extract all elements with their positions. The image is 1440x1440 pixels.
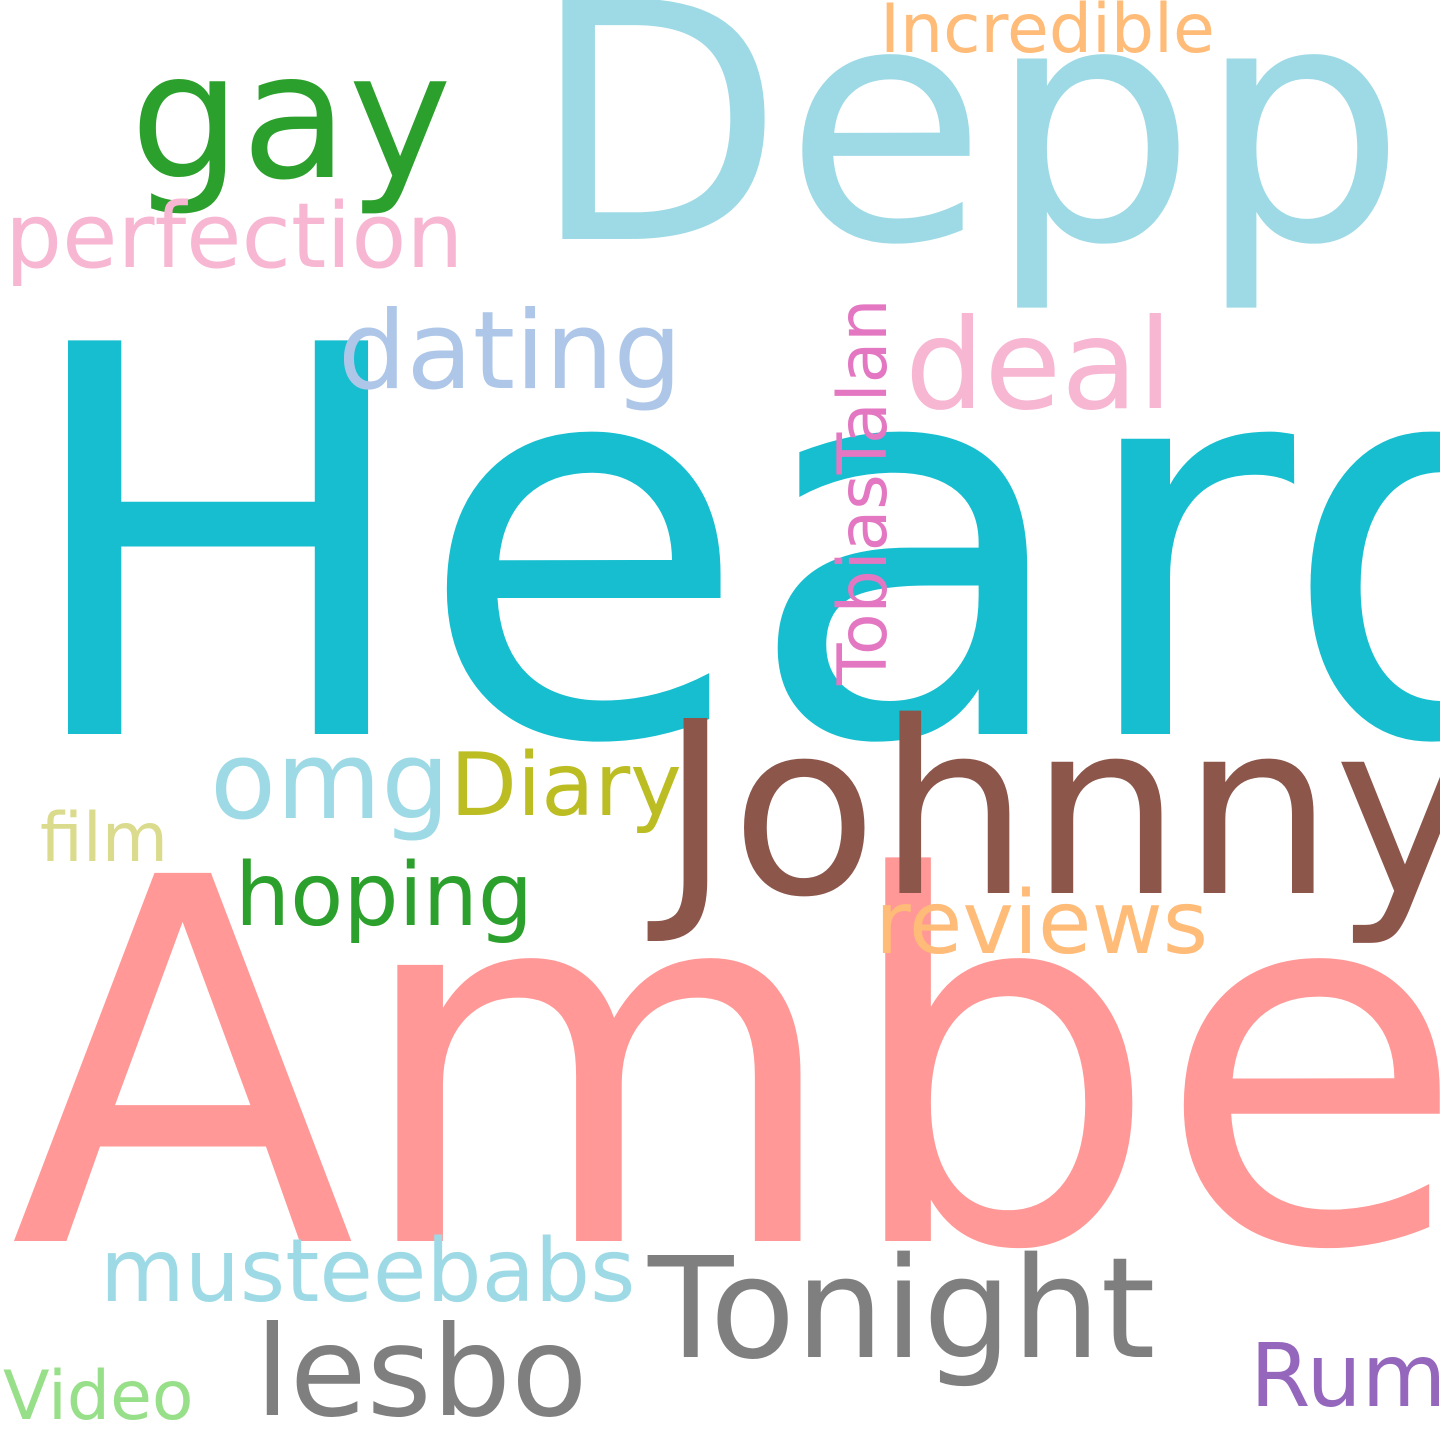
word-depp: Depp [530,0,1407,317]
word-tobiastalan: TobiasTalan [824,298,903,685]
word-dating: dating [338,289,683,414]
word-heard: Heard [15,234,1440,862]
word-gay: gay [130,16,452,219]
word-lesbo: lesbo [255,1300,588,1440]
word-amber: Amber [10,773,1440,1361]
word-video: Video [3,1357,194,1436]
word-reviews: reviews [875,872,1209,974]
word-film: film [40,799,168,878]
word-johnny: Johnny [660,670,1440,950]
word-perfection: perfection [5,184,464,289]
word-rum: Rum [1250,1325,1440,1427]
word-omg: omg [210,719,450,844]
word-hoping: hoping [235,844,534,946]
word-diary: Diary [450,734,682,836]
word-musteebabs: musteebabs [100,1220,636,1322]
word-incredible: Incredible [880,0,1215,69]
word-tonight: Tonight [648,1228,1156,1391]
word-deal: deal [905,293,1173,438]
